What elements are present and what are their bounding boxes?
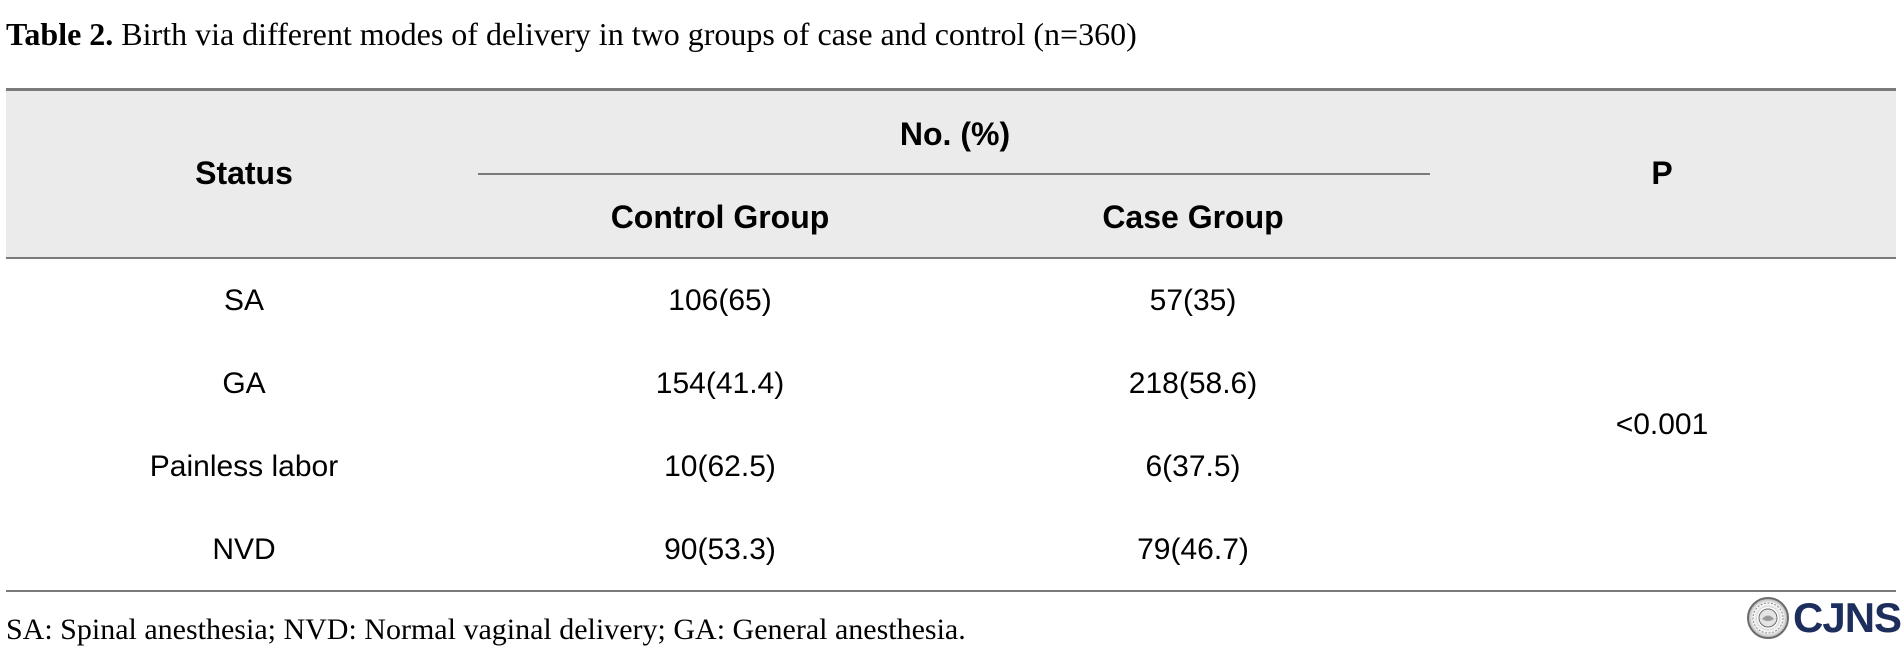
row-status: Painless labor (149, 450, 339, 483)
header-status: Status (195, 155, 293, 191)
table-header: Status No. (%) Control Group Case Group … (6, 91, 1896, 259)
row-control-value: 154(41.4) (655, 367, 785, 400)
table-footnote: SA: Spinal anesthesia; NVD: Normal vagin… (6, 613, 966, 646)
row-case-value: 6(37.5) (1145, 450, 1241, 483)
header-p: P (1651, 155, 1673, 191)
header-no-percent: No. (%) (899, 116, 1011, 152)
row-control-value: 90(53.3) (664, 533, 776, 566)
row-control-value: 106(65) (668, 284, 772, 317)
row-case-value: 218(58.6) (1128, 367, 1258, 400)
table-caption-text: Birth via different modes of delivery in… (113, 16, 1137, 52)
row-case-value: 79(46.7) (1137, 533, 1249, 566)
table-caption-label: Table 2. (6, 16, 114, 52)
row-status: NVD (212, 533, 276, 566)
row-control-value: 10(62.5) (664, 450, 776, 483)
row-case-value: 57(35) (1149, 284, 1237, 317)
p-value: <0.001 (1615, 408, 1709, 441)
row-status: GA (222, 367, 266, 400)
journal-logo-text: CJNS (1793, 594, 1902, 641)
data-table: Status No. (%) Control Group Case Group … (6, 88, 1896, 592)
row-status: SA (223, 284, 265, 317)
header-case-group: Case Group (1102, 199, 1284, 235)
header-group-rule (478, 173, 1430, 175)
table-caption: Table 2. Birth via different modes of de… (6, 12, 1137, 56)
header-control-group: Control Group (610, 199, 830, 235)
journal-seal-icon (1747, 597, 1789, 639)
journal-logo: CJNS (1747, 594, 1902, 642)
